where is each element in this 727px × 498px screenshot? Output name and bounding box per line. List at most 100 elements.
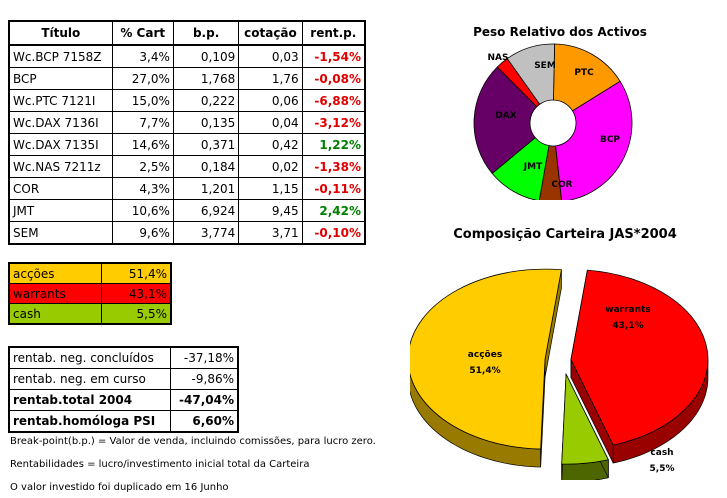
pie-label-warrants: warrants 43,1%	[605, 305, 650, 331]
cell-cart: 9,6%	[111, 221, 174, 245]
pie-label-cash: cash 5,5%	[650, 448, 675, 474]
returns-value: -9,86%	[170, 368, 239, 390]
returns-table: rentab. neg. concluídos -37,18% rentab. ne…	[8, 346, 239, 433]
table-row: Wc.NAS 7211z 2,5% 0,184 0,02 -1,38%	[8, 155, 366, 178]
cell-rent: -6,88%	[301, 89, 366, 112]
returns-value: 6,60%	[170, 410, 239, 433]
note-rentabilidade: Rentabilidades = lucro/investimento inic…	[10, 459, 310, 470]
returns-row: rentab.total 2004 -47,04%	[8, 389, 239, 411]
allocation-table: acções 51,4% warrants 43,1% cash 5,5%	[8, 262, 172, 325]
pie-slice-acções	[410, 268, 562, 450]
header-rent: rent.p.	[301, 20, 366, 46]
table-row: JMT 10,6% 6,924 9,45 2,42%	[8, 199, 366, 222]
returns-row: rentab.homóloga PSI 6,60%	[8, 410, 239, 433]
cell-rent: -0,11%	[301, 177, 366, 200]
cell-bp: 0,135	[172, 111, 240, 134]
allocation-label: acções	[8, 262, 102, 284]
donut-label-bcp: BCP	[600, 135, 620, 145]
cell-titulo: Wc.DAX 7136I	[8, 111, 113, 134]
cell-rent: -1,54%	[301, 44, 366, 68]
pie-chart-title: Composição Carteira JAS*2004	[453, 227, 677, 242]
returns-row: rentab. neg. em curso -9,86%	[8, 368, 239, 390]
cell-titulo: Wc.NAS 7211z	[8, 155, 113, 178]
cell-cart: 3,4%	[111, 44, 174, 68]
asset-weight-donut-chart: PTC BCP COR JMT DAX NAS SEM	[473, 43, 633, 200]
cell-cart: 10,6%	[111, 199, 174, 222]
donut-label-cor: COR	[551, 180, 572, 190]
cell-cotacao: 9,45	[238, 199, 303, 222]
cell-rent: -3,12%	[301, 111, 366, 134]
table-row: Wc.DAX 7135I 14,6% 0,371 0,42 1,22%	[8, 133, 366, 156]
cell-cotacao: 0,03	[238, 44, 303, 68]
cell-rent: 2,42%	[301, 199, 366, 222]
cell-cotacao: 1,15	[238, 177, 303, 200]
table-row: Wc.DAX 7136I 7,7% 0,135 0,04 -3,12%	[8, 111, 366, 134]
cell-cotacao: 0,04	[238, 111, 303, 134]
header-cart: % Cart	[111, 20, 174, 46]
donut-label-dax: DAX	[495, 111, 516, 121]
pie-label-acções: acções 51,4%	[468, 350, 502, 376]
cell-rent: -0,08%	[301, 67, 366, 90]
donut-label-nas: NAS	[488, 53, 509, 63]
cell-titulo: COR	[8, 177, 113, 200]
holdings-table: Título % Cart b.p. cotação rent.p. Wc.BC…	[8, 20, 366, 245]
cell-bp: 0,109	[172, 44, 240, 68]
allocation-label: cash	[8, 303, 102, 325]
cell-rent: -0,10%	[301, 221, 366, 245]
returns-value: -47,04%	[170, 389, 239, 411]
allocation-value: 51,4%	[100, 262, 172, 284]
donut-slice-bcp	[555, 80, 633, 200]
cell-cotacao: 3,71	[238, 221, 303, 245]
returns-label: rentab. neg. concluídos	[8, 346, 172, 369]
header-bp: b.p.	[172, 20, 240, 46]
cell-titulo: Wc.PTC 7121I	[8, 89, 113, 112]
cell-cart: 2,5%	[111, 155, 174, 178]
returns-label: rentab.homóloga PSI	[8, 410, 172, 433]
header-cotacao: cotação	[238, 20, 303, 46]
table-row: Wc.PTC 7121I 15,0% 0,222 0,06 -6,88%	[8, 89, 366, 112]
portfolio-composition-pie-chart: warrants 43,1% cash 5,5% acções 51,4%	[410, 268, 709, 480]
table-row: SEM 9,6% 3,774 3,71 -0,10%	[8, 221, 366, 245]
cell-cart: 14,6%	[111, 133, 174, 156]
note-breakpoint: Break-point(b.p.) = Valor de venda, incl…	[10, 436, 376, 447]
cell-cotacao: 1,76	[238, 67, 303, 90]
cell-bp: 0,184	[172, 155, 240, 178]
cell-rent: -1,38%	[301, 155, 366, 178]
cell-bp: 3,774	[172, 221, 240, 245]
cell-titulo: BCP	[8, 67, 113, 90]
cell-cart: 15,0%	[111, 89, 174, 112]
donut-slice-dax	[473, 66, 538, 174]
cell-cart: 7,7%	[111, 111, 174, 134]
cell-rent: 1,22%	[301, 133, 366, 156]
returns-label: rentab.total 2004	[8, 389, 172, 411]
allocation-row: acções 51,4%	[8, 262, 172, 284]
cell-titulo: Wc.BCP 7158Z	[8, 44, 113, 68]
returns-label: rentab. neg. em curso	[8, 368, 172, 390]
cell-titulo: Wc.DAX 7135I	[8, 133, 113, 156]
holdings-header-row: Título % Cart b.p. cotação rent.p.	[8, 20, 366, 46]
table-row: BCP 27,0% 1,768 1,76 -0,08%	[8, 67, 366, 90]
table-row: COR 4,3% 1,201 1,15 -0,11%	[8, 177, 366, 200]
cell-cotacao: 0,42	[238, 133, 303, 156]
donut-label-sem: SEM	[534, 61, 556, 71]
cell-bp: 1,201	[172, 177, 240, 200]
cell-cotacao: 0,06	[238, 89, 303, 112]
cell-bp: 6,924	[172, 199, 240, 222]
allocation-value: 43,1%	[100, 283, 172, 304]
donut-slice-sem	[506, 43, 555, 105]
cell-cart: 27,0%	[111, 67, 174, 90]
cell-bp: 0,222	[172, 89, 240, 112]
header-titulo: Título	[8, 20, 113, 46]
returns-value: -37,18%	[170, 346, 239, 369]
donut-chart-title: Peso Relativo dos Activos	[473, 25, 647, 39]
cell-bp: 0,371	[172, 133, 240, 156]
returns-row: rentab. neg. concluídos -37,18%	[8, 346, 239, 369]
cell-bp: 1,768	[172, 67, 240, 90]
cell-cotacao: 0,02	[238, 155, 303, 178]
cell-titulo: SEM	[8, 221, 113, 245]
allocation-row: cash 5,5%	[8, 303, 172, 325]
note-investimento: O valor investido foi duplicado em 16 Ju…	[10, 482, 229, 493]
pie-slice-warrants	[570, 269, 709, 446]
allocation-value: 5,5%	[100, 303, 172, 325]
donut-slice-ptc	[553, 43, 621, 112]
